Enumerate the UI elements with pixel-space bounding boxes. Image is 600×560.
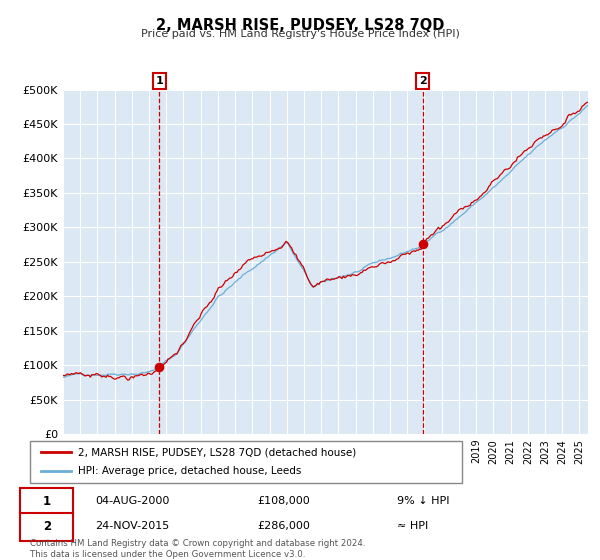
Text: 1: 1	[43, 494, 51, 508]
Text: 9% ↓ HPI: 9% ↓ HPI	[397, 496, 450, 506]
FancyBboxPatch shape	[30, 441, 462, 483]
FancyBboxPatch shape	[20, 514, 73, 540]
Text: £108,000: £108,000	[257, 496, 310, 506]
Text: 2: 2	[419, 76, 427, 86]
Text: 2, MARSH RISE, PUDSEY, LS28 7QD (detached house): 2, MARSH RISE, PUDSEY, LS28 7QD (detache…	[77, 447, 356, 457]
Text: 2: 2	[43, 520, 51, 533]
Text: 1: 1	[155, 76, 163, 86]
Text: HPI: Average price, detached house, Leeds: HPI: Average price, detached house, Leed…	[77, 466, 301, 477]
Text: Price paid vs. HM Land Registry's House Price Index (HPI): Price paid vs. HM Land Registry's House …	[140, 29, 460, 39]
Text: Contains HM Land Registry data © Crown copyright and database right 2024.
This d: Contains HM Land Registry data © Crown c…	[30, 539, 365, 559]
Text: 2, MARSH RISE, PUDSEY, LS28 7QD: 2, MARSH RISE, PUDSEY, LS28 7QD	[156, 18, 444, 33]
Text: £286,000: £286,000	[257, 521, 310, 531]
FancyBboxPatch shape	[20, 488, 73, 515]
Text: ≈ HPI: ≈ HPI	[397, 521, 428, 531]
Point	[418, 239, 428, 248]
Text: 04-AUG-2000: 04-AUG-2000	[95, 496, 169, 506]
Point	[154, 363, 164, 372]
Text: 24-NOV-2015: 24-NOV-2015	[95, 521, 169, 531]
